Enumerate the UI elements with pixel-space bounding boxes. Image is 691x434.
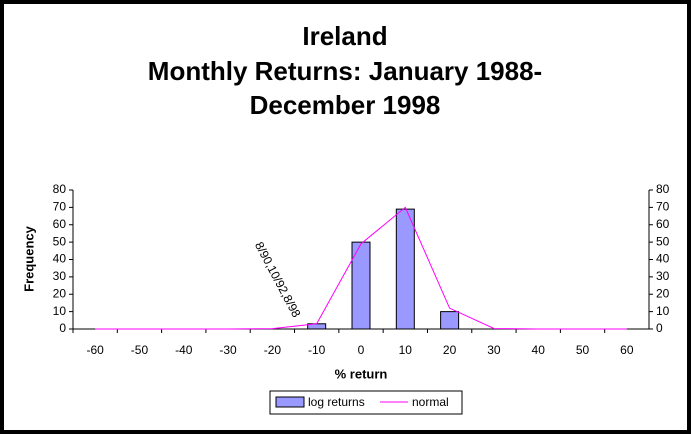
x-tick-label: 50 <box>576 343 590 357</box>
y-tick-label: 10 <box>53 304 67 318</box>
chart-title: December 1998 <box>250 90 441 120</box>
y2-tick-label: 70 <box>656 200 670 214</box>
y2-tick-label: 30 <box>656 269 670 283</box>
y2-tick-label: 40 <box>656 252 670 266</box>
x-tick-label: 10 <box>399 343 413 357</box>
y2-tick-label: 10 <box>656 304 670 318</box>
legend-label: normal <box>412 395 449 409</box>
y2-tick-label: 50 <box>656 234 670 248</box>
y-tick-label: 20 <box>53 286 67 300</box>
x-tick-label: -50 <box>131 343 149 357</box>
chart-background <box>4 4 687 430</box>
chart-title: Monthly Returns: January 1988- <box>148 56 542 86</box>
x-tick-label: 0 <box>358 343 365 357</box>
x-tick-label: -60 <box>86 343 104 357</box>
x-tick-label: 20 <box>443 343 457 357</box>
y2-tick-label: 20 <box>656 286 670 300</box>
x-tick-label: 30 <box>487 343 501 357</box>
x-tick-label: -10 <box>308 343 326 357</box>
legend-box <box>269 390 463 415</box>
y-tick-label: 50 <box>53 234 67 248</box>
x-axis-title: % return <box>335 366 388 381</box>
y2-tick-label: 0 <box>656 321 663 335</box>
y-tick-label: 60 <box>53 217 67 231</box>
y-tick-label: 30 <box>53 269 67 283</box>
line <box>95 206 627 330</box>
y-axis-title: Frequency <box>21 225 36 292</box>
y-tick-label: 70 <box>53 200 67 214</box>
y-tick-label: 0 <box>59 321 66 335</box>
bar <box>440 311 460 330</box>
y2-tick-label: 60 <box>656 217 670 231</box>
chart-title: Ireland <box>302 21 387 51</box>
x-tick-label: 60 <box>620 343 634 357</box>
x-tick-label: -20 <box>264 343 282 357</box>
x-tick-label: -40 <box>175 343 193 357</box>
x-tick-label: -30 <box>219 343 237 357</box>
y2-tick-label: 80 <box>656 182 670 196</box>
x-tick-label: 40 <box>532 343 546 357</box>
legend-label: log returns <box>308 395 365 409</box>
y-tick-label: 80 <box>53 182 67 196</box>
y-tick-label: 40 <box>53 252 67 266</box>
bar <box>351 241 371 330</box>
legend-swatch <box>275 396 305 408</box>
bar <box>395 208 415 330</box>
